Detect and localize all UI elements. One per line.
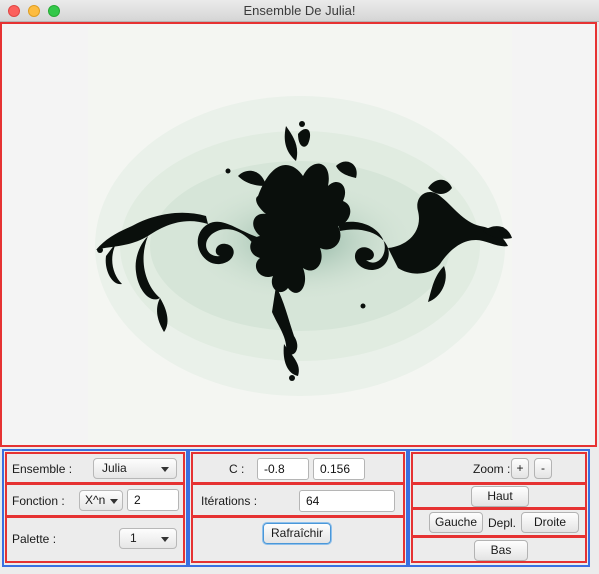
palette-label: Palette : xyxy=(12,532,57,546)
maximize-dot-icon[interactable] xyxy=(48,5,60,17)
set-dropdown-value: Julia xyxy=(102,461,127,475)
function-label: Fonction : xyxy=(12,494,65,508)
move-left-button[interactable]: Gauche xyxy=(429,512,483,533)
move-down-button[interactable]: Bas xyxy=(474,540,528,561)
palette-row: Palette : 1 xyxy=(5,516,185,563)
palette-dropdown[interactable]: 1 xyxy=(119,528,177,549)
minimize-dot-icon[interactable] xyxy=(28,5,40,17)
refresh-button[interactable]: Rafraîchir xyxy=(263,523,331,544)
iterations-label: Itérations : xyxy=(201,494,258,508)
move-up-button[interactable]: Haut xyxy=(471,486,529,507)
dropdown-arrow-icon xyxy=(161,467,169,472)
zoom-in-button[interactable]: + xyxy=(511,458,529,479)
dropdown-arrow-icon xyxy=(110,499,118,504)
down-row: Bas xyxy=(411,536,587,563)
c-label: C : xyxy=(229,462,245,476)
window-title: Ensemble De Julia! xyxy=(243,3,356,18)
iterations-row: Itérations : xyxy=(191,483,405,517)
c-constant-row: C : xyxy=(191,452,405,484)
c-real-input[interactable] xyxy=(257,458,309,480)
fractal-canvas[interactable] xyxy=(0,22,597,447)
iterations-input[interactable] xyxy=(299,490,395,512)
move-label: Depl. xyxy=(488,516,517,530)
set-row: Ensemble : Julia xyxy=(5,452,185,484)
dropdown-arrow-icon xyxy=(161,537,169,542)
function-dropdown[interactable]: X^n xyxy=(79,490,123,511)
refresh-row: Rafraîchir xyxy=(191,516,405,563)
set-label: Ensemble : xyxy=(12,462,73,476)
zoom-label: Zoom : xyxy=(473,462,511,476)
up-row: Haut xyxy=(411,483,587,509)
title-bar: Ensemble De Julia! xyxy=(0,0,599,22)
zoom-row: Zoom : + - xyxy=(411,452,587,484)
exponent-input[interactable] xyxy=(127,489,179,511)
function-row: Fonction : X^n xyxy=(5,483,185,517)
fractal-shape xyxy=(96,126,512,376)
palette-dropdown-value: 1 xyxy=(130,531,137,545)
close-dot-icon[interactable] xyxy=(8,5,20,17)
move-right-button[interactable]: Droite xyxy=(521,512,579,533)
center-parameters-panel: C : Itérations : Rafraîchir xyxy=(188,449,408,567)
c-imaginary-input[interactable] xyxy=(313,458,365,480)
left-settings-panel: Ensemble : Julia Fonction : X^n Palette … xyxy=(2,449,188,567)
zoom-out-button[interactable]: - xyxy=(534,458,552,479)
function-dropdown-value: X^n xyxy=(85,493,106,507)
right-navigation-panel: Zoom : + - Haut Gauche Depl. Droite Bas xyxy=(408,449,590,567)
julia-fractal-image xyxy=(88,26,512,444)
set-dropdown[interactable]: Julia xyxy=(93,458,177,479)
horizontal-move-row: Gauche Depl. Droite xyxy=(411,508,587,537)
